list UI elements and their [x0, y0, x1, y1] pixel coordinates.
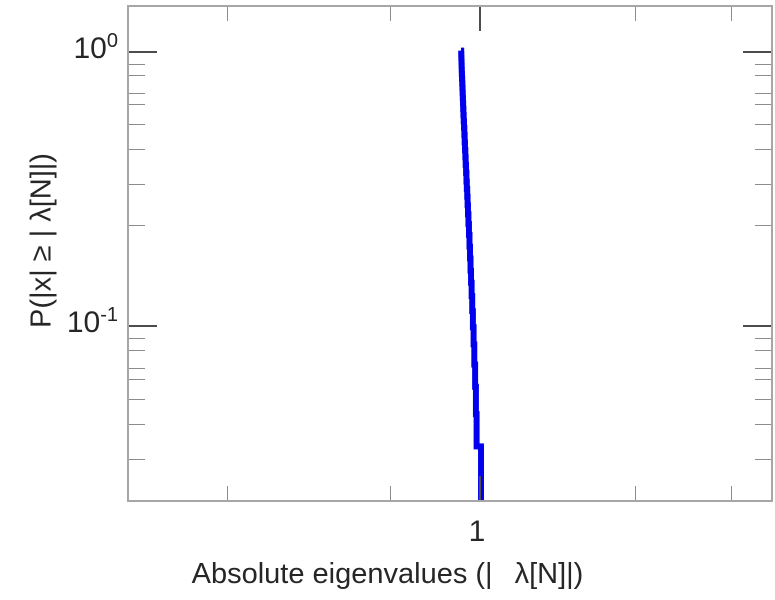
y-axis-minor-tick-4: [129, 124, 145, 125]
y-axis-minor-tick-12: [755, 399, 771, 400]
x-axis-title-part1: Absolute eigenvalues (|: [191, 558, 493, 590]
y-axis-title: P(|x| ≥ | λ[N]|): [25, 153, 58, 328]
y-axis-major-tick-1: [743, 51, 771, 53]
y-axis-minor-tick-3: [129, 104, 145, 105]
y-axis-minor-tick-2: [755, 93, 771, 94]
x-axis-minor-tick-1: [390, 486, 391, 500]
y-tick-label-10e0: 100: [50, 30, 119, 66]
x-axis-minor-tick-3: [731, 7, 732, 21]
y-axis-minor-tick-0: [129, 64, 145, 65]
y-axis-minor-tick-6: [755, 184, 771, 185]
y-axis-minor-tick-3: [755, 104, 771, 105]
x-axis-title: Absolute eigenvalues (| λ[N]|): [0, 558, 775, 591]
series-ccdf-curve: [458, 47, 485, 500]
x-axis-minor-tick-2: [635, 486, 636, 500]
x-axis-title-part2: λ[N]|): [514, 558, 584, 590]
y-axis-minor-tick-1: [755, 75, 771, 76]
y-tick-label-10e-1: 10-1: [40, 304, 118, 340]
y-axis-minor-tick-12: [129, 399, 145, 400]
x-axis-major-tick-1: [479, 7, 481, 31]
y-axis-minor-tick-11: [755, 379, 771, 380]
x-axis-minor-tick-1: [390, 7, 391, 21]
y-axis-minor-tick-0: [755, 64, 771, 65]
y-axis-minor-tick-15: [755, 500, 771, 501]
y-axis-minor-tick-14: [129, 459, 145, 460]
y-axis-minor-tick-10: [755, 368, 771, 369]
x-tick-label-1: 1: [468, 515, 486, 548]
y-axis-minor-tick-1: [129, 75, 145, 76]
x-axis-minor-tick-2: [635, 7, 636, 21]
y-axis-minor-tick-2: [129, 93, 145, 94]
y-axis-minor-tick-8: [755, 338, 771, 339]
x-axis-minor-tick-3: [731, 486, 732, 500]
y-axis-minor-tick-10: [129, 368, 145, 369]
y-axis-minor-tick-13: [129, 424, 145, 425]
y-axis-minor-tick-9: [129, 350, 145, 351]
x-axis-minor-tick-0: [227, 486, 228, 500]
y-tick-mantissa: 10: [73, 32, 107, 65]
y-tick-exponent: -1: [100, 304, 118, 326]
y-axis-minor-tick-5: [129, 149, 145, 150]
y-axis-major-tick-0.1: [743, 325, 771, 327]
y-axis-minor-tick-6: [129, 184, 145, 185]
y-axis-minor-tick-5: [755, 149, 771, 150]
x-axis-minor-tick-0: [227, 7, 228, 21]
y-axis-minor-tick-13: [755, 424, 771, 425]
y-tick-mantissa: 10: [66, 306, 101, 339]
y-tick-exponent: 0: [106, 30, 118, 52]
y-axis-minor-tick-4: [755, 124, 771, 125]
y-axis-minor-tick-7: [129, 225, 145, 226]
x-axis-major-tick-1: [479, 476, 481, 500]
plot-area: [127, 5, 773, 502]
y-axis-minor-tick-14: [755, 459, 771, 460]
y-axis-minor-tick-15: [129, 500, 145, 501]
y-axis-major-tick-1: [129, 51, 157, 53]
y-axis-minor-tick-7: [755, 225, 771, 226]
y-axis-minor-tick-8: [129, 338, 145, 339]
y-axis-minor-tick-11: [129, 379, 145, 380]
y-axis-minor-tick-9: [755, 350, 771, 351]
y-axis-major-tick-0.1: [129, 325, 157, 327]
